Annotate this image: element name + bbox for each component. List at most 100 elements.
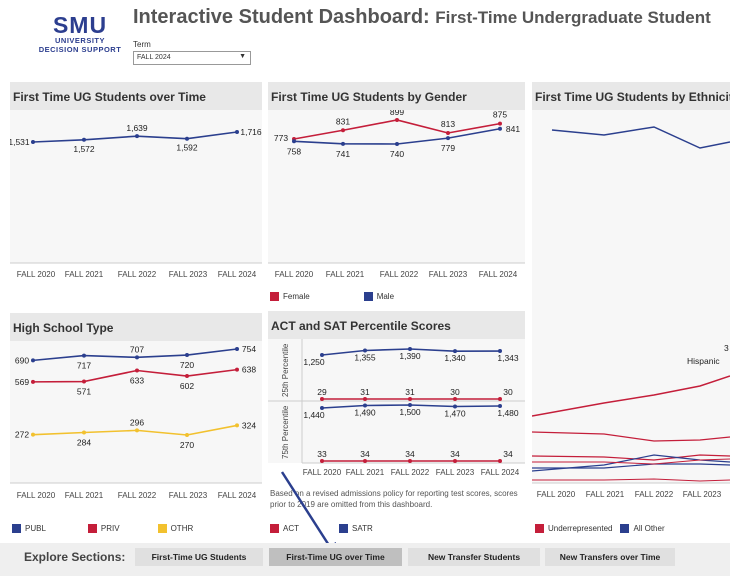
value-label-act-0: 33 bbox=[317, 449, 327, 459]
x-tick-3: FALL 2023 bbox=[429, 270, 468, 279]
x-tick-2: FALL 2022 bbox=[380, 270, 419, 279]
chart-overtime: 1,531 1,572 1,639 1,592 1,716 FALL 2020 FALL 2… bbox=[10, 110, 262, 279]
legend-swatch-underrep bbox=[535, 523, 544, 533]
chart-scores: 25th Percentile 75th Percentile 1,250 1,3… bbox=[268, 339, 525, 477]
arrow-shaft bbox=[280, 471, 334, 551]
term-dropdown[interactable]: FALL 2024 ▼ bbox=[133, 51, 251, 65]
point-male-3 bbox=[446, 136, 450, 141]
value-label-satr-2: 1,390 bbox=[399, 351, 421, 361]
legend-swatch-act bbox=[270, 523, 279, 533]
value-label-female-1: 831 bbox=[336, 116, 350, 126]
panel-gender: First Time UG Students by Gender bbox=[268, 82, 525, 110]
x-tick-1: FALL 2021 bbox=[65, 270, 104, 279]
point-satr-1 bbox=[363, 348, 367, 353]
value-label-total-3: 1,592 bbox=[176, 143, 198, 153]
legend-satr: SATR bbox=[352, 523, 373, 533]
point-act-1 bbox=[363, 459, 367, 463]
panel-overtime: First Time UG Students over Time bbox=[10, 82, 262, 110]
value-label-total-0: 1,531 bbox=[10, 137, 30, 147]
value-label-female-4: 875 bbox=[493, 110, 507, 120]
legend-swatch-priv bbox=[87, 523, 97, 533]
scores-x-tick-1: FALL 2021 bbox=[346, 468, 385, 477]
point-female-1 bbox=[341, 128, 345, 133]
point-act-3 bbox=[453, 397, 457, 401]
value-label-female-3: 813 bbox=[441, 119, 455, 129]
point-male-4 bbox=[498, 126, 502, 131]
ethnicity-series-underrep-5 bbox=[532, 478, 730, 482]
point-priv-4 bbox=[235, 367, 239, 372]
value-label-priv-3: 602 bbox=[180, 381, 194, 391]
point-othr-2 bbox=[135, 428, 139, 433]
x-tick-0: FALL 2020 bbox=[17, 270, 56, 279]
point-satr-4 bbox=[498, 404, 502, 408]
point-othr-3 bbox=[185, 433, 189, 437]
legend-swatch-male bbox=[363, 291, 373, 301]
value-label-male-2: 740 bbox=[390, 149, 404, 159]
point-priv-0 bbox=[31, 379, 35, 384]
eth-x-tick-1: FALL 2021 bbox=[586, 490, 625, 499]
explore-label: Explore Sections: bbox=[24, 550, 126, 564]
value-label-satr-2: 1,500 bbox=[399, 407, 421, 417]
panel-ethnicity: First Time UG Students by Ethnicity bbox=[532, 82, 730, 110]
value-label-total-4: 1,716 bbox=[240, 127, 262, 137]
legend-swatch-publ bbox=[12, 523, 21, 533]
ethnicity-value-clipped: 3 bbox=[724, 343, 729, 353]
value-label-satr-3: 1,470 bbox=[444, 409, 466, 419]
explore-btn-ftug-time[interactable]: First-Time UG over Time bbox=[269, 548, 402, 566]
legend-publ: PUBL bbox=[25, 523, 46, 533]
value-label-act-1: 31 bbox=[360, 387, 370, 397]
chart-hstype-marks: 690 717 707 720 754 569 571 633 602 638 272 284 296 2… bbox=[15, 344, 257, 500]
point-publ-1 bbox=[82, 353, 86, 358]
value-label-act-0: 29 bbox=[317, 387, 327, 397]
chart-gender-marks: 773 831 899 813 875 758 741 740 779 841 FALL 2020 F… bbox=[274, 110, 520, 279]
ethnicity-series-underrep-4 bbox=[532, 458, 730, 465]
ethnicity-series-underrep-2 bbox=[532, 431, 730, 442]
value-label-female-0: 773 bbox=[274, 133, 288, 143]
legend-ethnicity: Underrepresented All Other bbox=[535, 521, 689, 535]
x-tick-3: FALL 2023 bbox=[169, 270, 208, 279]
x-tick-2: FALL 2022 bbox=[118, 270, 157, 279]
legend-gender: Female Male bbox=[270, 289, 418, 303]
chart-overtime-marks: 1,531 1,572 1,639 1,592 1,716 FALL 2020 FALL 2… bbox=[10, 123, 262, 279]
ethnicity-series-hispanic bbox=[532, 375, 730, 417]
title-sub: First-Time Undergraduate Student bbox=[435, 8, 711, 27]
value-label-publ-0: 690 bbox=[15, 355, 29, 365]
value-label-male-3: 779 bbox=[441, 143, 455, 153]
ethnicity-series-other-2 bbox=[532, 454, 730, 472]
value-label-act-2: 34 bbox=[405, 449, 415, 459]
point-priv-2 bbox=[135, 368, 139, 373]
point-total-4 bbox=[235, 130, 239, 134]
x-tick-4: FALL 2024 bbox=[218, 491, 257, 500]
value-label-priv-2: 633 bbox=[130, 376, 144, 386]
point-total-2 bbox=[135, 134, 139, 139]
value-label-satr-3: 1,340 bbox=[444, 353, 466, 363]
value-label-satr-4: 1,480 bbox=[497, 408, 519, 418]
point-act-4 bbox=[498, 397, 502, 401]
x-tick-0: FALL 2020 bbox=[275, 270, 314, 279]
point-publ-0 bbox=[31, 358, 35, 363]
value-label-othr-2: 296 bbox=[130, 417, 144, 427]
explore-btn-transfer[interactable]: New Transfer Students bbox=[408, 548, 540, 566]
point-male-0 bbox=[292, 139, 296, 144]
logo-line1: UNIVERSITY bbox=[54, 36, 105, 45]
point-publ-2 bbox=[135, 355, 139, 360]
point-act-0 bbox=[320, 397, 324, 401]
point-total-0 bbox=[31, 140, 35, 144]
explore-btn-transfer-time[interactable]: New Transfers over Time bbox=[545, 548, 675, 566]
legend-underrep: Underrepresented bbox=[548, 523, 613, 533]
value-label-othr-3: 270 bbox=[180, 440, 194, 450]
chart-scores-marks: 1,250 1,355 1,390 1,340 1,343 29 31 31 30 30 1,440… bbox=[303, 347, 520, 477]
point-act-0 bbox=[320, 459, 324, 463]
value-label-male-4: 841 bbox=[506, 124, 520, 134]
point-satr-3 bbox=[453, 349, 457, 354]
explore-btn-ftug[interactable]: First-Time UG Students bbox=[135, 548, 263, 566]
point-satr-1 bbox=[363, 403, 367, 408]
point-act-1 bbox=[363, 397, 367, 401]
point-act-4 bbox=[498, 459, 502, 463]
value-label-act-3: 34 bbox=[450, 449, 460, 459]
chart-gender-bg bbox=[268, 110, 525, 263]
chart-ethnicity: Hispanic 3 FALL 2020 FALL 2021 FALL 2022 FA… bbox=[532, 110, 730, 499]
panel-ethnicity-title: First Time UG Students by Ethnicity bbox=[532, 82, 730, 110]
panel-gender-title: First Time UG Students by Gender bbox=[268, 82, 525, 110]
panel-scores-title: ACT and SAT Percentile Scores bbox=[268, 311, 525, 339]
